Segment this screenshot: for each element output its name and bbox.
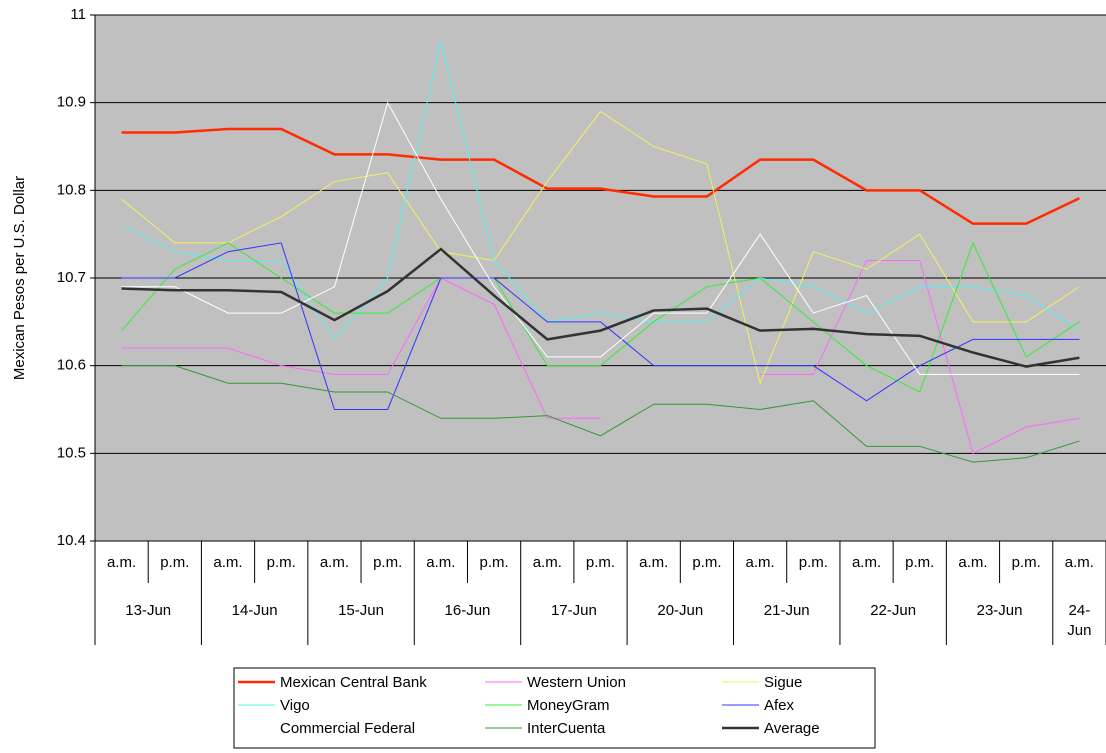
legend-label: InterCuenta xyxy=(527,720,606,737)
x-tick-label: a.m. xyxy=(746,554,775,571)
group-label: 14-Jun xyxy=(231,602,278,619)
series-line xyxy=(760,259,1080,455)
series-line xyxy=(121,365,1080,463)
legend-box xyxy=(233,667,876,749)
y-axis-label: Mexican Pesos per U.S. Dollar xyxy=(11,176,28,380)
x-tick-label: a.m. xyxy=(426,554,455,571)
x-tick-label: a.m. xyxy=(639,554,668,571)
x-tick-label: p.m. xyxy=(905,554,934,571)
x-tick-label: p.m. xyxy=(692,554,721,571)
group-label: 13-Jun xyxy=(125,602,172,619)
series-line xyxy=(121,242,1080,410)
group-label: 15-Jun xyxy=(338,602,384,619)
series-line xyxy=(121,110,1080,385)
group-label: 17-Jun xyxy=(550,602,597,619)
x-tick-label: p.m. xyxy=(799,554,828,571)
x-tick-label: p.m. xyxy=(586,554,615,571)
y-tick-label: 10.4 xyxy=(57,532,86,549)
group-label: 22-Jun xyxy=(870,602,917,619)
series-line xyxy=(121,41,1080,341)
y-tick-label: 10.7 xyxy=(57,269,86,286)
legend-label: Average xyxy=(764,720,820,737)
series-line xyxy=(121,277,601,419)
legend-label: MoneyGram xyxy=(527,697,610,714)
x-tick-label: p.m. xyxy=(267,554,296,571)
legend-label: Sigue xyxy=(764,674,802,691)
y-tick-label: 10.8 xyxy=(57,181,86,198)
y-tick-label: 10.9 xyxy=(57,94,86,111)
y-tick-label: 10.5 xyxy=(57,444,86,461)
series-line xyxy=(121,241,1080,393)
x-tick-label: a.m. xyxy=(533,554,562,571)
legend-label: Mexican Central Bank xyxy=(280,674,427,691)
x-tick-label: a.m. xyxy=(320,554,349,571)
group-label: 23-Jun xyxy=(976,602,1023,619)
x-tick-label: p.m. xyxy=(1012,554,1041,571)
legend-label: Afex xyxy=(764,697,795,714)
group-label: 24-Jun xyxy=(1067,602,1092,639)
x-tick-label: a.m. xyxy=(213,554,242,571)
x-tick-label: a.m. xyxy=(1065,554,1094,571)
y-tick-label: 10.6 xyxy=(57,357,86,374)
x-tick-label: p.m. xyxy=(160,554,189,571)
legend-label: Western Union xyxy=(527,674,626,691)
legend-label: Commercial Federal xyxy=(280,720,415,737)
x-tick-label: a.m. xyxy=(958,554,987,571)
group-label: 16-Jun xyxy=(444,602,491,619)
x-tick-label: a.m. xyxy=(107,554,136,571)
group-label: 21-Jun xyxy=(763,602,810,619)
group-label: 20-Jun xyxy=(657,602,704,619)
legend-label: Vigo xyxy=(280,697,310,714)
series-line xyxy=(121,127,1080,225)
series-line xyxy=(121,101,1080,375)
x-tick-label: p.m. xyxy=(373,554,402,571)
x-tick-label: p.m. xyxy=(479,554,508,571)
x-tick-label: a.m. xyxy=(852,554,881,571)
series-line xyxy=(121,247,1080,368)
y-tick-label: 11 xyxy=(70,6,86,23)
